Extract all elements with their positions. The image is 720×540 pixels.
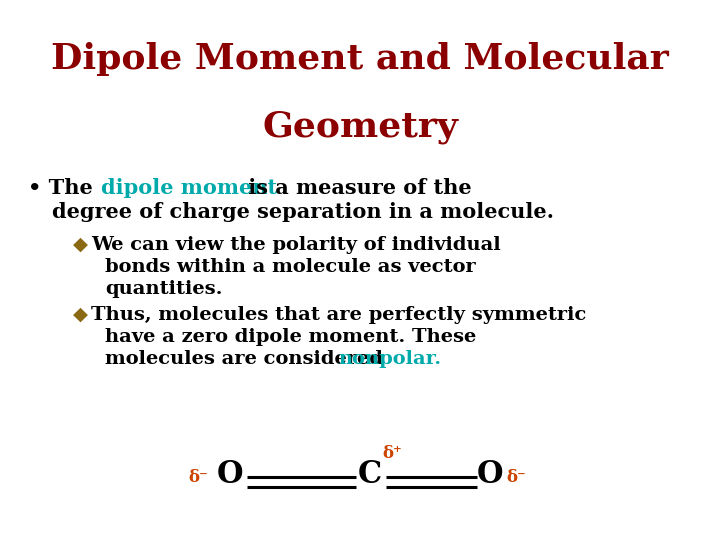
Text: C: C — [358, 459, 382, 490]
Text: Dipole Moment and Molecular: Dipole Moment and Molecular — [51, 42, 669, 76]
Text: ◆: ◆ — [73, 306, 88, 324]
Text: dipole moment: dipole moment — [101, 178, 277, 198]
Text: O: O — [217, 459, 243, 490]
Text: have a zero dipole moment. These: have a zero dipole moment. These — [105, 328, 476, 346]
Text: • The: • The — [28, 178, 100, 198]
Text: δ⁻: δ⁻ — [188, 469, 208, 486]
Text: nonpolar.: nonpolar. — [338, 350, 441, 368]
Text: Geometry: Geometry — [262, 110, 458, 144]
Text: δ⁺: δ⁺ — [382, 445, 402, 462]
Text: We can view the polarity of individual: We can view the polarity of individual — [91, 236, 500, 254]
Text: Thus, molecules that are perfectly symmetric: Thus, molecules that are perfectly symme… — [91, 306, 586, 324]
Text: ◆: ◆ — [73, 236, 88, 254]
Text: degree of charge separation in a molecule.: degree of charge separation in a molecul… — [52, 202, 554, 222]
Text: O: O — [477, 459, 503, 490]
Text: molecules are considered: molecules are considered — [105, 350, 390, 368]
Text: δ⁻: δ⁻ — [506, 469, 526, 486]
Text: is a measure of the: is a measure of the — [241, 178, 472, 198]
Text: quantities.: quantities. — [105, 280, 222, 298]
Text: bonds within a molecule as vector: bonds within a molecule as vector — [105, 258, 476, 276]
